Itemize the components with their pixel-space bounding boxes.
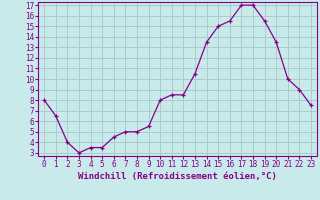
X-axis label: Windchill (Refroidissement éolien,°C): Windchill (Refroidissement éolien,°C): [78, 172, 277, 181]
